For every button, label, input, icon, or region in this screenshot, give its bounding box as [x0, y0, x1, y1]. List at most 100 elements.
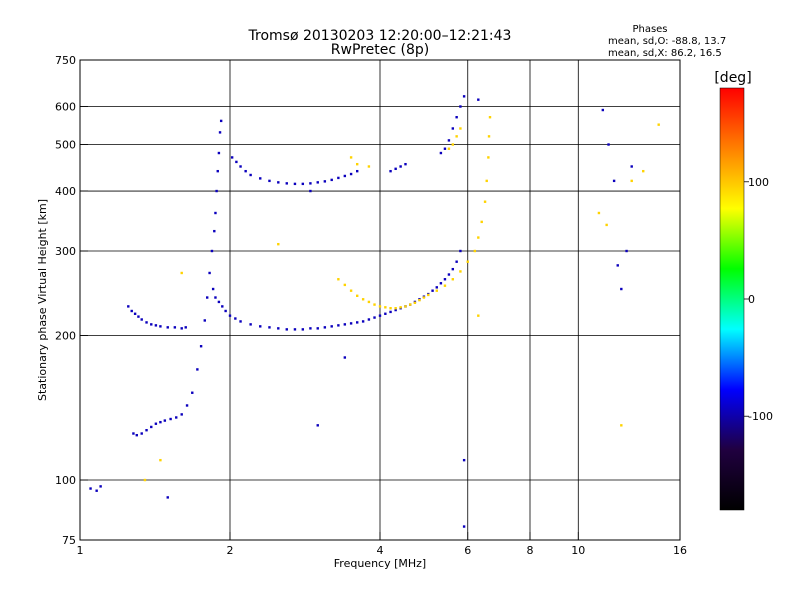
data-point	[166, 326, 169, 329]
data-point	[443, 147, 447, 150]
data-point	[378, 314, 382, 317]
x-tick-label: 2	[227, 544, 234, 557]
data-point	[135, 433, 138, 437]
data-point	[301, 182, 305, 186]
y-tick-label: 600	[55, 101, 76, 114]
data-point	[657, 123, 660, 126]
data-point	[216, 169, 219, 173]
data-point	[277, 327, 280, 330]
data-point	[418, 298, 421, 302]
data-point	[140, 432, 143, 435]
data-point	[95, 489, 98, 492]
colorbar-label: [deg]	[714, 70, 751, 86]
data-point	[642, 169, 645, 173]
data-point	[127, 305, 130, 308]
data-point	[451, 267, 455, 271]
data-point	[214, 211, 217, 215]
y-tick-label: 100	[55, 474, 76, 487]
data-point	[185, 404, 189, 407]
data-points	[89, 95, 660, 528]
colorbar-tick-label: 100	[748, 176, 769, 189]
data-point	[616, 264, 619, 267]
data-point	[443, 278, 447, 281]
x-tick-label: 6	[464, 544, 471, 557]
data-point	[137, 315, 140, 318]
data-point	[399, 306, 402, 309]
data-point	[373, 303, 376, 306]
x-axis-ticks: 1 2 4 6 8 10 16	[77, 532, 687, 557]
data-point	[163, 419, 167, 422]
data-point	[384, 306, 387, 309]
data-point	[199, 345, 203, 348]
data-point	[309, 189, 312, 193]
data-point	[630, 165, 633, 168]
data-point	[462, 458, 466, 462]
y-tick-label: 750	[55, 54, 76, 67]
data-point	[431, 289, 434, 292]
data-point	[597, 211, 601, 215]
data-point	[462, 525, 466, 528]
data-point	[384, 312, 387, 315]
data-point	[215, 189, 218, 193]
data-point	[217, 300, 221, 304]
data-point	[205, 296, 209, 299]
data-point	[133, 312, 137, 315]
y-tick-label: 75	[62, 534, 76, 547]
data-point	[459, 270, 462, 273]
data-point	[196, 368, 199, 371]
colorbar-tick-label: 0	[748, 293, 755, 306]
data-point	[451, 143, 455, 146]
data-point	[367, 318, 371, 321]
data-point	[605, 223, 608, 227]
x-tick-label: 4	[377, 544, 384, 557]
data-point	[140, 318, 143, 321]
data-point	[435, 289, 438, 292]
data-point	[337, 278, 340, 281]
data-point	[443, 284, 447, 287]
data-point	[293, 328, 297, 331]
data-point	[459, 127, 462, 130]
data-point	[337, 324, 340, 327]
data-point	[130, 309, 133, 313]
data-point	[473, 249, 477, 253]
x-tick-label: 16	[673, 544, 687, 557]
data-point	[259, 177, 262, 180]
data-point	[285, 182, 288, 185]
y-axis-label: Stationary phase Virtual Height [km]	[36, 199, 49, 401]
x-tick-label: 10	[571, 544, 585, 557]
data-point	[166, 496, 169, 499]
data-point	[239, 165, 242, 168]
data-point	[367, 165, 371, 168]
data-point	[154, 422, 158, 425]
data-point	[343, 323, 347, 326]
data-point	[132, 432, 135, 435]
data-point	[477, 98, 480, 101]
data-point	[277, 242, 280, 246]
data-point	[268, 179, 271, 183]
data-point	[451, 278, 455, 281]
data-point	[620, 424, 623, 427]
data-point	[477, 314, 480, 317]
data-point	[487, 156, 490, 159]
data-point	[349, 156, 353, 159]
data-point	[259, 325, 262, 328]
data-point	[620, 287, 623, 291]
x-tick-label: 1	[77, 544, 84, 557]
data-point	[203, 319, 206, 322]
colorbar-ticks: 100 0 -100	[744, 176, 773, 423]
data-point	[485, 179, 488, 183]
data-point	[217, 151, 221, 155]
data-point	[143, 478, 147, 482]
data-point	[230, 156, 234, 159]
data-point	[323, 326, 327, 329]
data-point	[413, 301, 417, 305]
data-point	[409, 303, 412, 306]
legend-line-x: mean, sd,X: 86.2, 16.5	[608, 48, 722, 59]
data-point	[361, 320, 365, 323]
data-point	[612, 179, 616, 183]
data-point	[439, 282, 443, 285]
data-point	[249, 173, 252, 177]
data-point	[404, 162, 407, 166]
data-point	[145, 321, 148, 324]
data-point	[394, 167, 397, 171]
